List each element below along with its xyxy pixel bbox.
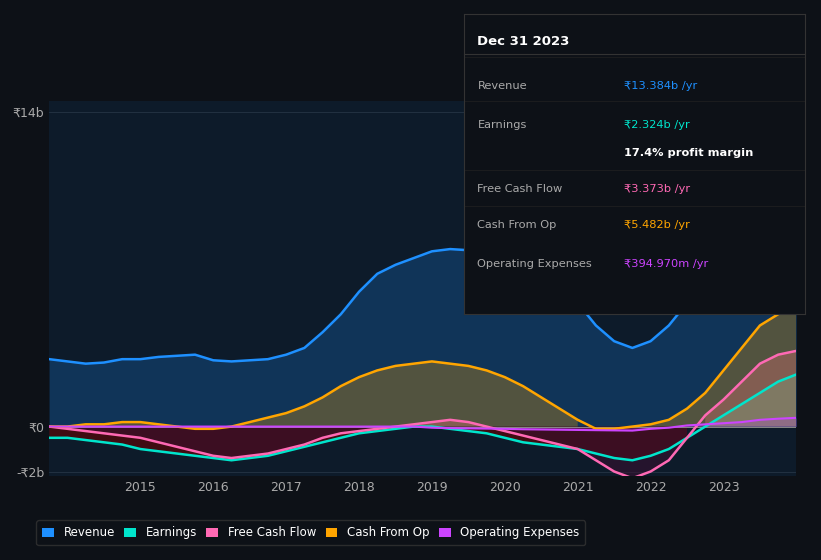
Text: 17.4% profit margin: 17.4% profit margin <box>624 148 754 158</box>
Text: ₹3.373b /yr: ₹3.373b /yr <box>624 184 690 194</box>
Text: Free Cash Flow: Free Cash Flow <box>478 184 562 194</box>
Legend: Revenue, Earnings, Free Cash Flow, Cash From Op, Operating Expenses: Revenue, Earnings, Free Cash Flow, Cash … <box>36 520 585 545</box>
Text: Cash From Op: Cash From Op <box>478 220 557 230</box>
Text: ₹394.970m /yr: ₹394.970m /yr <box>624 259 709 269</box>
Text: ₹13.384b /yr: ₹13.384b /yr <box>624 81 697 91</box>
Text: Operating Expenses: Operating Expenses <box>478 259 592 269</box>
Text: Revenue: Revenue <box>478 81 527 91</box>
Text: Earnings: Earnings <box>478 120 527 130</box>
Text: ₹2.324b /yr: ₹2.324b /yr <box>624 120 690 130</box>
Text: ₹5.482b /yr: ₹5.482b /yr <box>624 220 690 230</box>
Text: Dec 31 2023: Dec 31 2023 <box>478 35 570 48</box>
